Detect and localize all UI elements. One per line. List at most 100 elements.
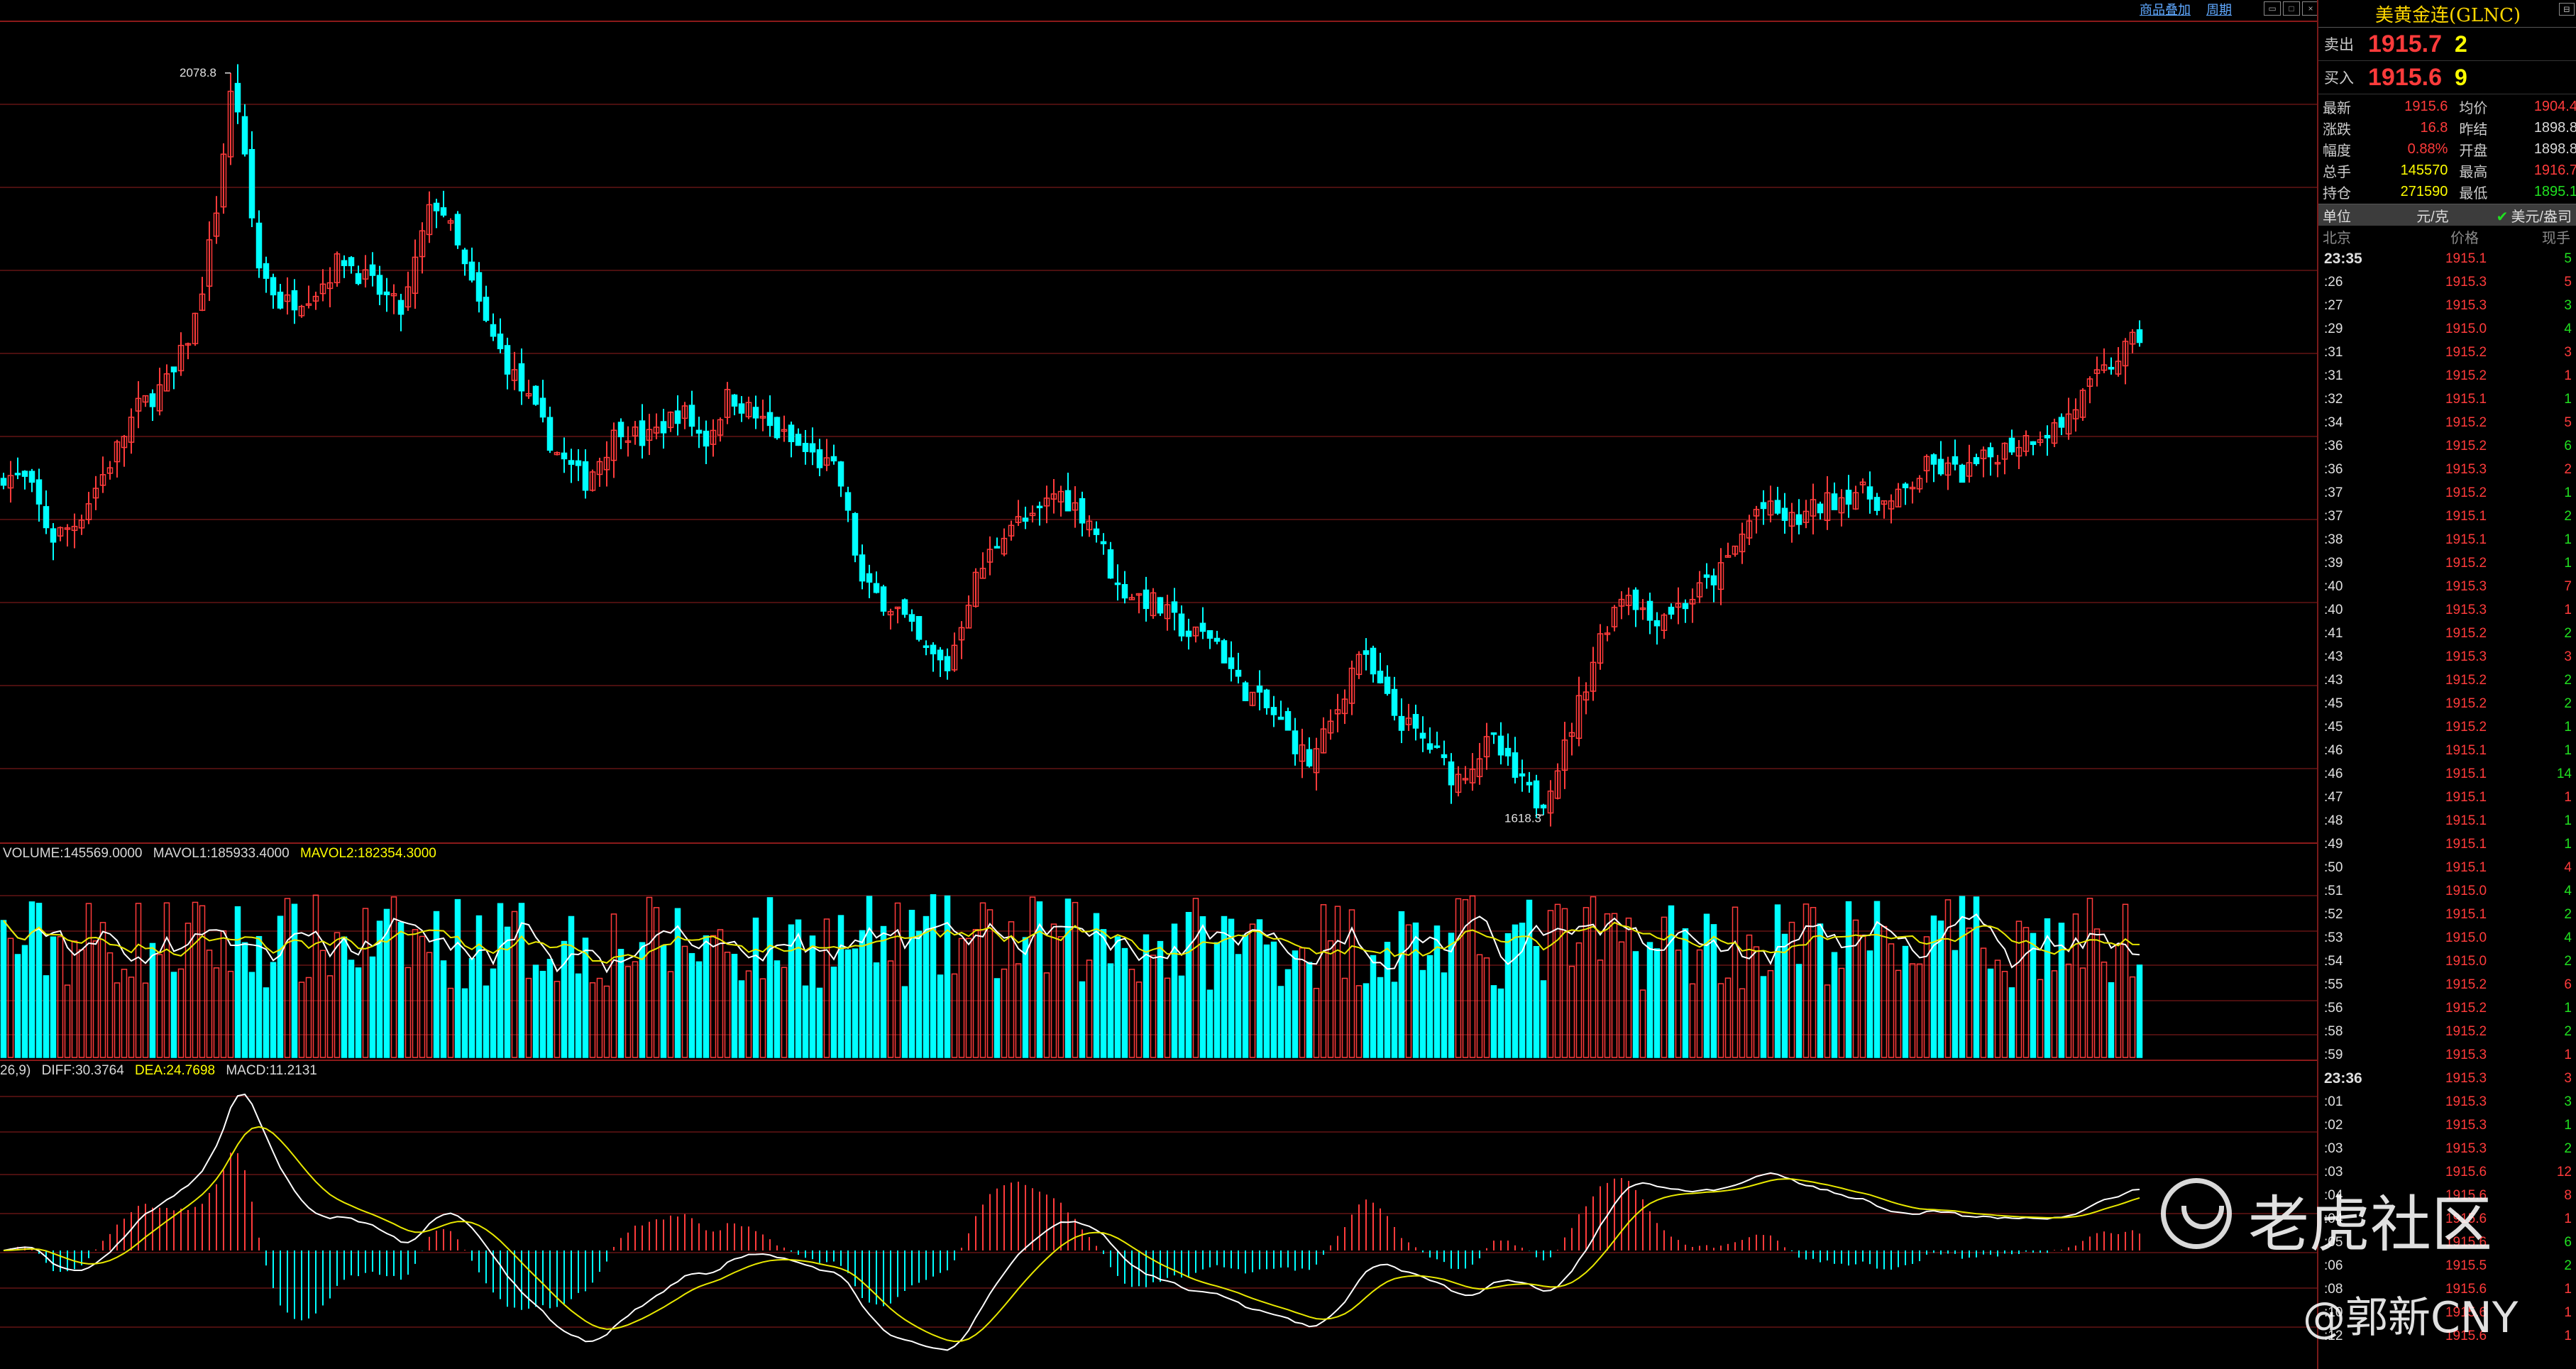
tick-price: 1915.0 bbox=[2445, 321, 2487, 336]
tick-row[interactable]: :46 1915.1 14 bbox=[2318, 762, 2576, 786]
tick-row[interactable]: :49 1915.1 1 bbox=[2318, 832, 2576, 856]
tick-row[interactable]: :36 1915.3 2 bbox=[2318, 458, 2576, 481]
tick-row[interactable]: :43 1915.2 2 bbox=[2318, 669, 2576, 692]
candle-up bbox=[1057, 490, 1064, 502]
mavol2-line bbox=[3, 920, 2140, 964]
watermark-author: @郭新CNY bbox=[2303, 1293, 2519, 1343]
tick-row[interactable]: :31 1915.2 3 bbox=[2318, 341, 2576, 364]
low-annotation: 1618.3 bbox=[1504, 811, 1541, 825]
tick-row[interactable]: :47 1915.1 1 bbox=[2318, 786, 2576, 809]
volume-bar bbox=[1497, 988, 1504, 1058]
chart-area[interactable]: 2078.8 1618.3 商品叠加 周期 ▭ □ × VOLUME:145569… bbox=[0, 0, 2319, 1369]
tick-row[interactable]: :41 1915.2 2 bbox=[2318, 622, 2576, 645]
volume-bar bbox=[525, 977, 532, 1058]
tick-row[interactable]: :54 1915.0 2 bbox=[2318, 950, 2576, 973]
ticks-list[interactable]: 23:35 1915.1 5:26 1915.3 5:27 1915.3 3:29 1915.… bbox=[2318, 247, 2576, 1348]
volume-bar bbox=[1405, 924, 1412, 1058]
tick-row[interactable]: :46 1915.1 1 bbox=[2318, 739, 2576, 762]
tick-row[interactable]: :03 1915.3 2 bbox=[2318, 1137, 2576, 1160]
volume-bar bbox=[554, 981, 561, 1058]
tick-row[interactable]: 23:35 1915.1 5 bbox=[2318, 247, 2576, 270]
candle-up bbox=[1043, 497, 1050, 507]
volume-bar bbox=[1512, 924, 1519, 1058]
tick-volume: 4 bbox=[2564, 930, 2572, 945]
candle-up bbox=[2101, 364, 2108, 371]
tick-row[interactable]: :55 1915.2 6 bbox=[2318, 973, 2576, 996]
tick-row[interactable]: :36 1915.2 6 bbox=[2318, 434, 2576, 458]
maximize-icon[interactable]: □ bbox=[2283, 1, 2300, 16]
tick-row[interactable]: :37 1915.2 1 bbox=[2318, 481, 2576, 505]
tick-row[interactable]: :08 1915.6 1 bbox=[2318, 1277, 2576, 1301]
tick-row[interactable]: :02 1915.3 1 bbox=[2318, 1114, 2576, 1137]
period-link[interactable]: 周期 bbox=[2206, 3, 2232, 17]
tick-row[interactable]: :34 1915.2 5 bbox=[2318, 411, 2576, 434]
tick-row[interactable]: :40 1915.3 1 bbox=[2318, 598, 2576, 622]
tick-row[interactable]: :48 1915.1 1 bbox=[2318, 809, 2576, 832]
volume-bar bbox=[433, 911, 440, 1058]
volume-bar bbox=[1987, 968, 1994, 1058]
tick-row[interactable]: :51 1915.0 4 bbox=[2318, 879, 2576, 903]
tick-row[interactable]: :10 1915.6 1 bbox=[2318, 1301, 2576, 1324]
tick-row[interactable]: :45 1915.2 1 bbox=[2318, 715, 2576, 739]
tick-volume: 1 bbox=[2564, 1000, 2572, 1016]
candle-up bbox=[894, 606, 901, 610]
volume-bar bbox=[1802, 903, 1810, 1058]
tick-row[interactable]: :43 1915.3 3 bbox=[2318, 645, 2576, 669]
volume-bar bbox=[135, 903, 142, 1058]
tick-price: 1915.2 bbox=[2445, 414, 2487, 430]
tick-volume: 2 bbox=[2564, 906, 2572, 922]
tick-row[interactable]: :03 1915.6 12 bbox=[2318, 1160, 2576, 1184]
candle-up bbox=[745, 402, 752, 417]
tick-row[interactable]: :38 1915.1 1 bbox=[2318, 528, 2576, 551]
volume-bar bbox=[731, 954, 738, 1058]
candle-down bbox=[1668, 606, 1675, 615]
candle-down bbox=[1433, 745, 1441, 748]
tick-row[interactable]: :04 1915.6 8 bbox=[2318, 1184, 2576, 1207]
candle-up bbox=[1015, 516, 1022, 523]
candle-down bbox=[461, 249, 468, 265]
candle-up bbox=[2065, 413, 2072, 435]
candle-up bbox=[390, 293, 397, 297]
tick-row[interactable]: :52 1915.1 2 bbox=[2318, 903, 2576, 926]
tick-row[interactable]: :32 1915.1 1 bbox=[2318, 387, 2576, 411]
tick-row[interactable]: :37 1915.1 2 bbox=[2318, 505, 2576, 528]
tick-row[interactable]: :39 1915.2 1 bbox=[2318, 551, 2576, 575]
tick-row[interactable]: :53 1915.0 4 bbox=[2318, 926, 2576, 950]
candle-up bbox=[1313, 748, 1320, 774]
tick-row[interactable]: :50 1915.1 4 bbox=[2318, 856, 2576, 879]
overlay-link[interactable]: 商品叠加 bbox=[2140, 3, 2191, 17]
tick-row[interactable]: :56 1915.2 1 bbox=[2318, 996, 2576, 1020]
candle-down bbox=[433, 202, 440, 211]
volume-bar bbox=[660, 945, 667, 1058]
candle-up bbox=[624, 440, 632, 444]
tick-row[interactable]: :40 1915.3 7 bbox=[2318, 575, 2576, 598]
candle-down bbox=[497, 334, 504, 350]
tick-row[interactable]: :58 1915.2 2 bbox=[2318, 1020, 2576, 1043]
tick-volume: 1 bbox=[2564, 391, 2572, 407]
candle-up bbox=[206, 239, 213, 287]
tick-row[interactable]: :01 1915.3 3 bbox=[2318, 1090, 2576, 1114]
tick-row[interactable]: 23:36 1915.3 3 bbox=[2318, 1067, 2576, 1090]
panel-toggle-icon[interactable]: ⊟ bbox=[2559, 3, 2575, 16]
volume-bar bbox=[1661, 916, 1668, 1058]
tick-row[interactable]: :06 1915.5 2 bbox=[2318, 1254, 2576, 1277]
tick-row[interactable]: :59 1915.3 1 bbox=[2318, 1043, 2576, 1067]
volume-bar bbox=[1632, 951, 1639, 1058]
unit-value[interactable]: 元/克 bbox=[2416, 209, 2449, 225]
tick-row[interactable]: :05 1915.6 6 bbox=[2318, 1231, 2576, 1254]
tick-row[interactable]: :31 1915.2 1 bbox=[2318, 364, 2576, 387]
tick-row[interactable]: :27 1915.3 3 bbox=[2318, 294, 2576, 317]
tick-price: 1915.3 bbox=[2445, 297, 2487, 313]
chart-canvas[interactable]: 2078.8 1618.3 bbox=[0, 0, 2317, 1369]
tick-row[interactable]: :45 1915.2 2 bbox=[2318, 692, 2576, 715]
candle-up bbox=[78, 519, 85, 529]
restore-icon[interactable]: ▭ bbox=[2264, 1, 2281, 16]
candle-down bbox=[1497, 735, 1504, 756]
tick-row[interactable]: :12 1915.6 1 bbox=[2318, 1324, 2576, 1348]
tick-row[interactable]: :26 1915.3 5 bbox=[2318, 270, 2576, 294]
candle-down bbox=[28, 471, 35, 483]
unit-alt-toggle[interactable]: ✔ 美元/盎司 bbox=[2479, 205, 2576, 226]
tick-row[interactable]: :29 1915.0 4 bbox=[2318, 317, 2576, 341]
tick-row[interactable]: :04 1915.6 1 bbox=[2318, 1207, 2576, 1231]
candle-down bbox=[802, 443, 809, 452]
